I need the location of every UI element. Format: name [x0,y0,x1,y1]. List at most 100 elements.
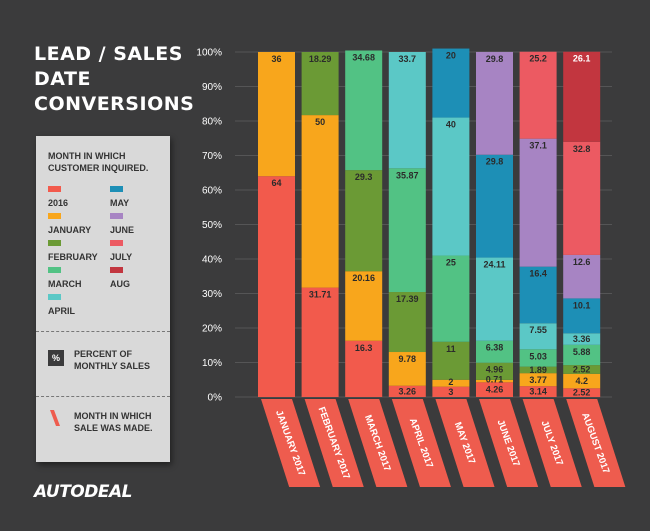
bar-segment [519,366,557,374]
month-ribbon [435,399,495,487]
bar-segment [563,365,601,374]
bar-segment [476,257,513,341]
legend-swatch [48,186,61,192]
bar-segment [563,141,601,255]
data-label: 6.38 [486,343,504,353]
bar-segment [432,48,470,118]
bar-segment [519,51,557,139]
data-label: 31.71 [309,290,332,300]
sale-month-key-text: MONTH IN WHICH SALE WAS MADE. [74,411,153,433]
legend-heading: MONTH IN WHICH CUSTOMER INQUIRED. [48,151,149,173]
y-tick-label: 50% [202,220,222,231]
data-label: 16.3 [355,343,373,353]
data-label: 20 [446,51,456,61]
y-tick-label: 10% [202,358,222,369]
bar-segment [563,373,601,389]
bar-segment [563,344,601,366]
bar-segment [432,379,470,387]
bar-segment [519,266,557,324]
percent-key-text: PERCENT OF MONTHLY SALES [74,349,151,371]
legend-item-june: JUNE [110,213,134,235]
bars [258,48,601,397]
bar-segment [563,298,601,334]
data-label: 37.1 [529,141,547,151]
bar-segment [432,386,470,397]
data-label: 11 [446,344,456,354]
legend-label: AUG [110,279,130,289]
bar-segment [345,271,383,341]
month-ribbon [566,399,626,487]
bar-segment [388,352,426,386]
bar-segment [563,254,601,299]
bar-segment [388,52,426,169]
title-line: CONVERSIONS [34,93,195,115]
bar-segment [432,117,470,256]
data-label: 35.87 [396,170,419,180]
data-label: 4.2 [575,376,588,386]
data-label: 16.4 [529,269,547,279]
bar-segment [476,382,513,397]
bar-segment [432,255,470,342]
data-label: 3.14 [529,387,547,397]
month-ribbon [304,399,364,487]
month-ribbon [261,399,321,487]
bar-segment [476,362,513,380]
legend-item-may: MAY [110,186,129,208]
data-label: 64 [271,178,281,188]
bar-segment [388,292,426,353]
legend-swatch [48,213,61,219]
month-ribbon [391,399,451,487]
y-tick-label: 20% [202,324,222,335]
y-tick-label: 0% [208,393,223,404]
title-line: LEAD / SALES [34,43,183,65]
legend-swatch [48,294,61,300]
y-tick-label: 60% [202,186,222,197]
bar-segment [301,115,339,288]
data-label: 0.71 [486,374,504,384]
data-label: 26.1 [573,54,591,64]
data-label: 32.8 [573,144,591,154]
data-label: 12.6 [573,257,591,267]
data-label: 3 [448,387,453,397]
bar-segment [563,388,601,397]
data-label: 29.8 [486,157,504,167]
bar-segment [476,379,513,383]
bar-segment [519,138,557,267]
legend-label: JULY [110,252,133,262]
data-label: 17.39 [396,294,419,304]
data-label: 18.29 [309,54,332,64]
legend-item-aug: AUG [110,267,130,289]
data-label: 5.03 [529,351,547,361]
bar-segment [476,340,513,363]
percent-icon: % [48,350,64,366]
percent-key: % PERCENT OF MONTHLY SALES [48,346,166,390]
data-label: 4.96 [486,364,504,374]
data-label: 24.11 [483,260,505,270]
legend-label: 2016 [48,198,69,208]
data-label: 2.52 [573,388,591,398]
sale-month-key: MONTH IN WHICH SALE WAS MADE. [48,408,166,452]
y-axis: 0% 10% 20% 30% 40% 50% 60% 70% 80% 90% 100% [196,48,222,404]
data-label: 40 [446,120,456,130]
legend-item-april: APRIL [48,294,75,316]
y-tick-label: 100% [196,48,222,59]
bar-segment [388,168,426,293]
legend-divider [36,396,170,397]
bar-segment [432,341,470,380]
month-ribbon [522,399,582,487]
legend-panel: MONTH IN WHICH CUSTOMER INQUIRED. 2016 M… [36,136,170,462]
bar-segment [301,287,339,397]
title-line: DATE [34,68,91,90]
data-label: 29.8 [486,54,504,64]
data-label: 20.16 [352,273,375,283]
month-ribbon [348,399,408,487]
x-axis: JANUARY 2017 FEBRUARY 2017 MARCH 2017 APRIL… [261,399,626,487]
data-label: 10.1 [573,300,591,310]
legend-item-february: FEBRUARY [48,240,98,262]
slash-icon [50,410,60,426]
bar-segment [345,50,383,171]
data-label: 36 [271,54,281,64]
data-label: 1.89 [529,365,547,375]
bar-segment [258,176,295,397]
